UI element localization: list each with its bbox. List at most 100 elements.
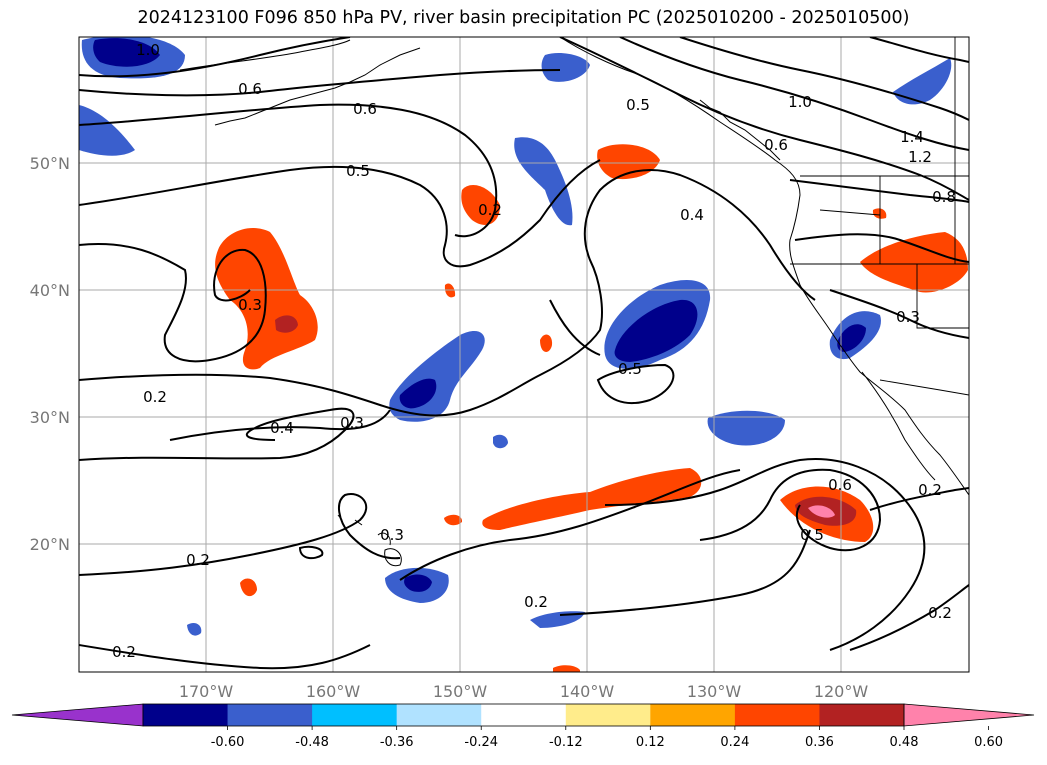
contour-line bbox=[794, 233, 969, 263]
contour-line bbox=[849, 584, 969, 651]
contour-line bbox=[869, 487, 969, 511]
precip-blob bbox=[893, 58, 952, 105]
precip-blob bbox=[540, 334, 553, 352]
colorbar-segment bbox=[481, 704, 567, 726]
precip-blob bbox=[707, 410, 785, 446]
lon-tick-label: 170°W bbox=[179, 682, 234, 701]
precip-blob bbox=[808, 505, 835, 518]
contour-label: 0.3 bbox=[340, 414, 364, 432]
contour-line bbox=[79, 103, 498, 238]
contour-label: 0.2 bbox=[928, 604, 952, 622]
precip-blob bbox=[79, 105, 135, 156]
colorbar-tick-label: -0.60 bbox=[211, 735, 245, 750]
contour-line bbox=[399, 469, 741, 581]
contour-label: 0.5 bbox=[626, 96, 650, 114]
precip-blob bbox=[553, 665, 580, 672]
precip-blob bbox=[240, 578, 257, 597]
precip-blob bbox=[93, 38, 160, 67]
contour-label: 0.2 bbox=[918, 481, 942, 499]
lon-tick-label: 140°W bbox=[560, 682, 615, 701]
colorbar-tick-label: -0.24 bbox=[464, 735, 498, 750]
colorbar-tick-label: 0.48 bbox=[890, 735, 919, 750]
contour-label: 0.6 bbox=[353, 100, 377, 118]
colorbar-tick-label: 0.24 bbox=[720, 735, 749, 750]
contour-line bbox=[596, 363, 675, 405]
contour-line bbox=[169, 409, 391, 441]
colorbar-segment bbox=[819, 704, 905, 726]
contour-label: 0.6 bbox=[238, 80, 262, 98]
coastline-aleutians bbox=[214, 47, 421, 126]
border-us-mexico bbox=[879, 379, 969, 396]
contour-line bbox=[79, 69, 561, 97]
colorbar: -0.60 -0.48 -0.36 -0.24 -0.12 0.12 0.24 0.36 0.4… bbox=[11, 703, 1035, 750]
contour-line bbox=[79, 169, 816, 417]
precip-blob bbox=[530, 611, 585, 628]
colorbar-extend-min bbox=[11, 703, 144, 727]
contour-label: 0.4 bbox=[270, 419, 294, 437]
lon-tick-label: 160°W bbox=[306, 682, 361, 701]
colorbar-tick-label: -0.12 bbox=[549, 735, 583, 750]
colorbar-segment bbox=[312, 704, 398, 726]
contour-label: 0.8 bbox=[932, 188, 956, 206]
contour-line bbox=[619, 37, 969, 151]
plot-title: 2024123100 F096 850 hPa PV, river basin … bbox=[137, 8, 910, 28]
contour-label: 0.2 bbox=[112, 643, 136, 661]
lat-tick-labels: 50°N 40°N 30°N 20°N bbox=[30, 154, 70, 554]
lat-tick-label: 40°N bbox=[30, 281, 70, 300]
precip-blob bbox=[404, 574, 432, 592]
colorbar-segment bbox=[565, 704, 651, 726]
hawaii-island bbox=[354, 519, 363, 526]
contour-line bbox=[79, 243, 267, 363]
colorbar-extend-max bbox=[903, 703, 1035, 727]
coastline-islands-bc bbox=[699, 99, 781, 161]
contour-line bbox=[298, 545, 324, 560]
contour-label: 0.4 bbox=[680, 206, 704, 224]
contour-label: 0.2 bbox=[478, 201, 502, 219]
contour-label: 0.3 bbox=[238, 296, 262, 314]
contour-label: 1.4 bbox=[900, 128, 924, 146]
contour-label: 0.2 bbox=[524, 593, 548, 611]
contour-label: 1.0 bbox=[788, 93, 812, 111]
contour-line bbox=[79, 37, 351, 78]
contour-line bbox=[604, 458, 926, 651]
lon-tick-label: 130°W bbox=[687, 682, 742, 701]
map-area bbox=[79, 37, 969, 672]
precip-blob bbox=[389, 330, 485, 422]
lat-tick-label: 20°N bbox=[30, 535, 70, 554]
contour-label: 0.5 bbox=[346, 162, 370, 180]
precip-blob bbox=[860, 232, 968, 293]
coastline-north-america bbox=[559, 37, 969, 496]
precip-positive-areas bbox=[215, 144, 968, 672]
hawaii-island bbox=[377, 532, 391, 546]
contour-line bbox=[79, 493, 401, 576]
contour-line bbox=[699, 468, 882, 552]
precip-blob bbox=[482, 468, 702, 530]
colorbar-segment bbox=[227, 704, 313, 726]
colorbar-tick-label: -0.36 bbox=[380, 735, 414, 750]
colorbar-segment bbox=[143, 704, 229, 726]
precip-blob bbox=[493, 434, 508, 449]
colorbar-tick-label: 0.36 bbox=[805, 735, 834, 750]
precip-blob bbox=[837, 324, 866, 352]
coastline-baja bbox=[861, 371, 936, 481]
border-state bbox=[916, 264, 969, 329]
contour-line bbox=[679, 37, 969, 121]
precip-blob bbox=[514, 137, 573, 226]
contour-line bbox=[559, 37, 969, 201]
precip-negative-areas bbox=[79, 37, 952, 636]
contour-label: 0.6 bbox=[828, 476, 852, 494]
lon-tick-label: 120°W bbox=[814, 682, 869, 701]
contour-label: 0.6 bbox=[764, 136, 788, 154]
contour-label: 0.3 bbox=[896, 308, 920, 326]
contour-line bbox=[549, 299, 601, 356]
colorbar-frame bbox=[142, 703, 905, 727]
contour-label: 0.5 bbox=[618, 360, 642, 378]
contour-label: 0.2 bbox=[143, 388, 167, 406]
lon-tick-label: 150°W bbox=[433, 682, 488, 701]
lon-tick-labels: 170°W 160°W 150°W 140°W 130°W 120°W bbox=[179, 682, 869, 701]
border-state bbox=[819, 209, 881, 216]
precip-blob bbox=[541, 53, 590, 82]
contour-line bbox=[789, 179, 969, 203]
colorbar-tick-label: 0.60 bbox=[974, 735, 1003, 750]
